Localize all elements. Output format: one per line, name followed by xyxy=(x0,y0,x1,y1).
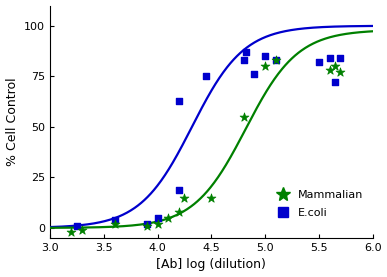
Point xyxy=(240,114,247,119)
Point xyxy=(144,224,150,228)
Y-axis label: % Cell Control: % Cell Control xyxy=(5,78,19,166)
Point xyxy=(182,195,188,200)
Point xyxy=(337,70,343,75)
Point xyxy=(273,58,279,62)
Legend: Mammalian, E.coli: Mammalian, E.coli xyxy=(268,186,367,221)
Point xyxy=(262,54,268,58)
X-axis label: [Ab] log (dilution): [Ab] log (dilution) xyxy=(156,258,266,271)
Point xyxy=(327,68,333,73)
Point xyxy=(208,195,214,200)
Point xyxy=(154,216,161,220)
Point xyxy=(176,187,182,192)
Point xyxy=(111,218,118,222)
Point xyxy=(262,64,268,68)
Point xyxy=(165,216,171,220)
Point xyxy=(251,72,257,76)
Point xyxy=(243,50,249,54)
Point xyxy=(79,228,86,232)
Point xyxy=(327,56,333,60)
Point xyxy=(332,64,338,68)
Point xyxy=(337,56,343,60)
Point xyxy=(144,222,150,226)
Point xyxy=(240,58,247,62)
Point xyxy=(273,58,279,62)
Point xyxy=(176,98,182,103)
Point xyxy=(154,222,161,226)
Point xyxy=(316,60,322,64)
Point xyxy=(74,224,80,228)
Point xyxy=(68,230,75,234)
Point xyxy=(203,74,209,78)
Point xyxy=(111,222,118,226)
Point xyxy=(332,80,338,84)
Point xyxy=(176,209,182,214)
